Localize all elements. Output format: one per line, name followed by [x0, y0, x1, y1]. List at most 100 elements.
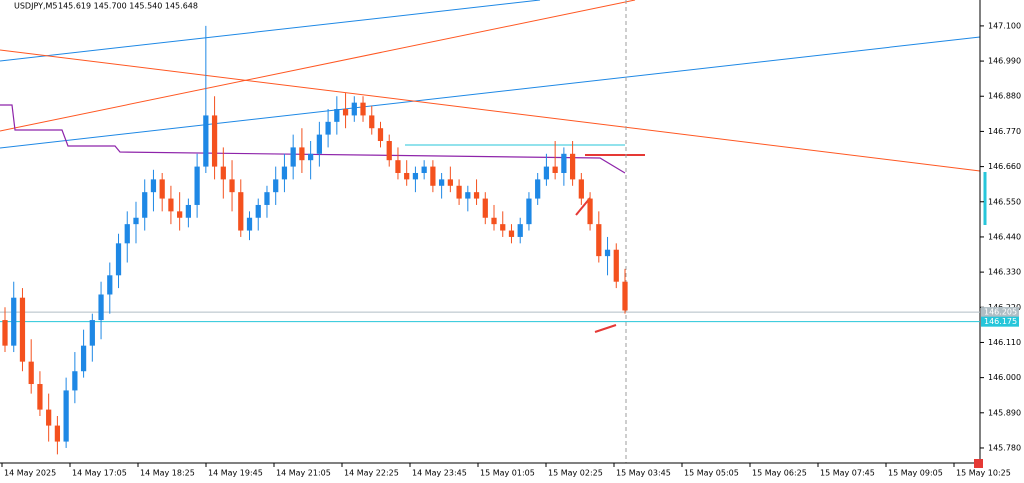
chart-title: USDJPY,M5 [14, 2, 58, 11]
candle-body [430, 166, 436, 186]
x-tick-label: 15 May 06:25 [752, 469, 807, 478]
x-tick-label: 15 May 01:05 [480, 469, 535, 478]
x-tick-label: 14 May 17:05 [72, 469, 127, 478]
candle-body [255, 204, 261, 218]
x-tick-label: 14 May 19:45 [208, 469, 263, 478]
candle-body [508, 230, 515, 237]
candle-body [334, 109, 340, 122]
candle-body [500, 224, 506, 231]
candle-body [421, 166, 427, 173]
candle-body [290, 147, 296, 167]
candle-body [150, 179, 157, 193]
candle-body [377, 128, 384, 142]
candle-body [316, 134, 322, 154]
candle-body [89, 320, 95, 346]
y-tick-label: 145.780 [988, 443, 1021, 452]
candle-body [561, 153, 567, 173]
candle-body [273, 179, 279, 193]
trendline [0, 0, 636, 132]
y-tick-label: 146.660 [988, 162, 1021, 171]
candle-body [238, 192, 244, 231]
ohlc-header: 145.619 145.700 145.540 145.648 [58, 2, 198, 11]
candle-body [246, 217, 253, 231]
trendline [0, 36, 981, 149]
candle-body [220, 166, 226, 180]
candle-body [124, 224, 130, 244]
candle-body [264, 192, 270, 205]
candle-body [613, 249, 619, 282]
candle-body [229, 179, 235, 193]
candle-body [596, 224, 602, 257]
candle-body [28, 361, 34, 385]
candle-body [37, 384, 43, 410]
candle-body [395, 160, 401, 173]
candle-body [491, 217, 497, 225]
y-tick-label: 147.100 [988, 21, 1021, 30]
candle-body [211, 115, 218, 167]
y-tick-label: 146.000 [988, 373, 1021, 382]
price-label: 146.205 [984, 308, 1017, 317]
scale-button[interactable] [974, 459, 983, 468]
candle-body [526, 198, 532, 225]
candle-body [543, 166, 550, 180]
x-tick-label: 15 May 05:05 [684, 469, 739, 478]
x-tick-label: 15 May 09:05 [888, 469, 943, 478]
candle-body [360, 102, 366, 116]
candle-body [404, 172, 410, 180]
candle-body [72, 371, 78, 391]
y-tick-label: 146.110 [988, 338, 1021, 347]
candle-body [11, 297, 17, 346]
candle-body [133, 217, 139, 225]
candle-body [622, 281, 628, 311]
x-tick-label: 14 May 23:45 [412, 469, 467, 478]
candle-body [115, 243, 122, 276]
candle-body [569, 153, 576, 180]
candle-body [578, 179, 584, 199]
candle-body [80, 345, 87, 372]
candle-body [98, 294, 104, 321]
candle-body [604, 249, 611, 257]
candle-body [185, 204, 191, 218]
x-tick-label: 14 May 2025 [4, 469, 56, 478]
candle-body [46, 409, 52, 426]
x-tick-label: 14 May 18:25 [140, 469, 195, 478]
candle-body [473, 192, 480, 199]
x-tick-label: 15 May 07:45 [820, 469, 875, 478]
x-tick-label: 14 May 21:05 [276, 469, 331, 478]
price-label-box [981, 316, 1019, 327]
x-tick-label: 14 May 22:25 [344, 469, 399, 478]
indicator-line [0, 104, 626, 174]
candle-body [351, 102, 357, 116]
candle-body [142, 192, 148, 218]
y-tick-label: 146.990 [988, 57, 1021, 66]
x-tick-label: 15 May 02:25 [548, 469, 603, 478]
x-tick-label: 15 May 10:25 [956, 469, 1011, 478]
candle-body [194, 166, 200, 205]
candle-body [517, 224, 523, 237]
price-label-box [981, 307, 1019, 318]
candle-body [177, 211, 183, 218]
candle-body [447, 179, 453, 186]
candle-body [299, 147, 305, 161]
candle-body [439, 179, 445, 186]
y-tick-label: 146.440 [988, 232, 1021, 241]
candle-body [325, 121, 331, 135]
candle-body [342, 109, 349, 116]
candle-body [2, 320, 8, 346]
y-tick-label: 145.890 [988, 408, 1021, 417]
y-tick-label: 146.880 [988, 92, 1021, 101]
candle-body [54, 425, 61, 442]
candle-body [63, 390, 69, 442]
candle-body [482, 198, 488, 218]
candle-body [159, 179, 165, 199]
candle-body [535, 179, 541, 199]
candle-body [281, 166, 288, 180]
candle-body [19, 297, 26, 362]
candle-body [308, 153, 314, 161]
candle-body [107, 275, 113, 295]
y-tick-label: 146.770 [988, 127, 1021, 136]
candle-body [587, 198, 593, 225]
price-label: 146.175 [984, 317, 1017, 326]
